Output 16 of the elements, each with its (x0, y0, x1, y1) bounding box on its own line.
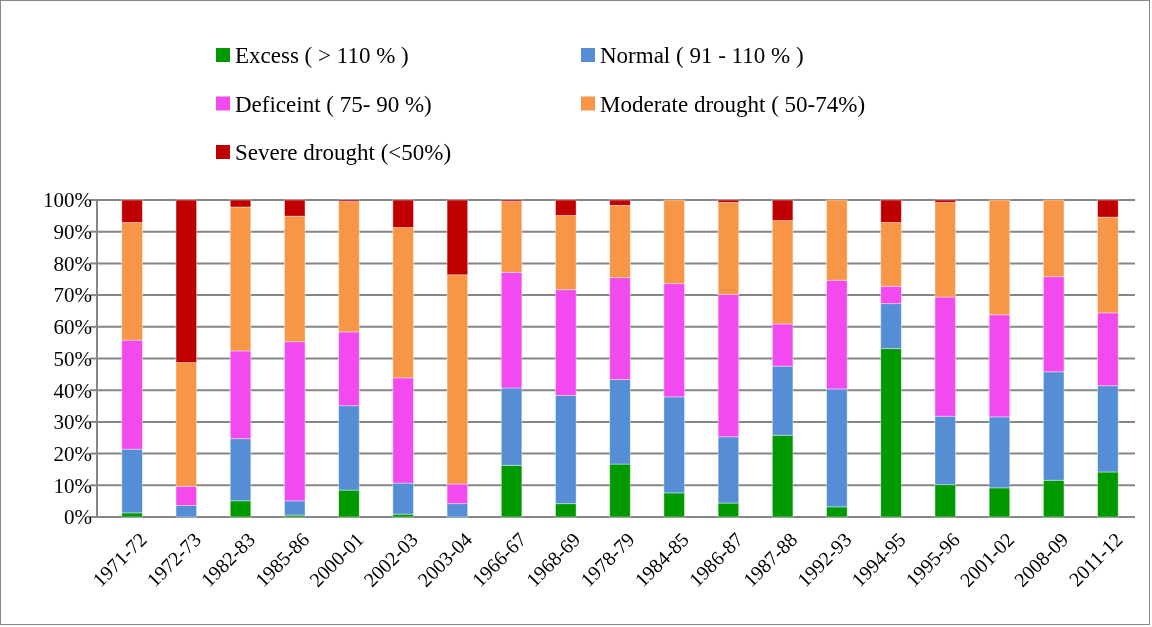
legend-label: Excess ( > 110 % ) (235, 43, 409, 69)
y-tick-label: 0% (64, 505, 92, 530)
legend-label: Normal ( 91 - 110 % ) (600, 43, 804, 69)
legend-label: Deficeint ( 75- 90 %) (235, 91, 432, 117)
y-tick-label: 70% (53, 283, 92, 308)
y-tick-label: 40% (53, 378, 92, 403)
y-tick-label: 50% (53, 346, 92, 371)
y-tick-label: 20% (53, 441, 92, 466)
y-tick-label: 60% (53, 315, 92, 340)
y-tick-label: 80% (53, 251, 92, 276)
y-tick-label: 10% (53, 473, 92, 498)
y-tick-label: 30% (53, 410, 92, 435)
legend-label: Severe drought (<50%) (235, 140, 452, 166)
y-tick-label: 100% (43, 188, 92, 213)
y-tick-label: 90% (53, 220, 92, 245)
legend-label: Moderate drought ( 50-74%) (600, 91, 866, 117)
